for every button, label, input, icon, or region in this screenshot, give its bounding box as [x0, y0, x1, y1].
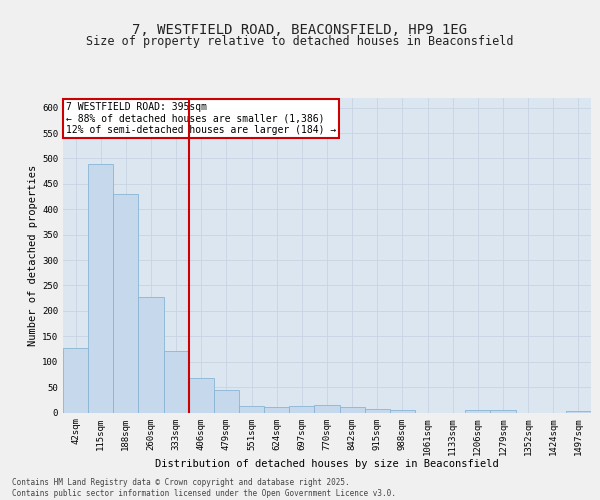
Bar	[264, 407, 289, 412]
Bar	[566, 411, 591, 412]
Text: 7, WESTFIELD ROAD, BEACONSFIELD, HP9 1EG: 7, WESTFIELD ROAD, BEACONSFIELD, HP9 1EG	[133, 22, 467, 36]
Text: 7 WESTFIELD ROAD: 395sqm
← 88% of detached houses are smaller (1,386)
12% of sem: 7 WESTFIELD ROAD: 395sqm ← 88% of detach…	[65, 102, 336, 136]
X-axis label: Distribution of detached houses by size in Beaconsfield: Distribution of detached houses by size …	[155, 459, 499, 469]
Bar	[63, 348, 88, 412]
Bar	[340, 408, 365, 412]
Bar	[88, 164, 113, 412]
Bar	[239, 406, 264, 412]
Bar	[465, 410, 490, 412]
Bar	[365, 410, 390, 412]
Text: Size of property relative to detached houses in Beaconsfield: Size of property relative to detached ho…	[86, 35, 514, 48]
Text: Contains HM Land Registry data © Crown copyright and database right 2025.
Contai: Contains HM Land Registry data © Crown c…	[12, 478, 396, 498]
Bar	[390, 410, 415, 412]
Bar	[289, 406, 314, 412]
Bar	[314, 405, 340, 412]
Bar	[164, 350, 189, 412]
Bar	[139, 296, 164, 412]
Bar	[214, 390, 239, 412]
Bar	[490, 410, 515, 412]
Bar	[113, 194, 139, 412]
Y-axis label: Number of detached properties: Number of detached properties	[28, 164, 38, 346]
Bar	[189, 378, 214, 412]
